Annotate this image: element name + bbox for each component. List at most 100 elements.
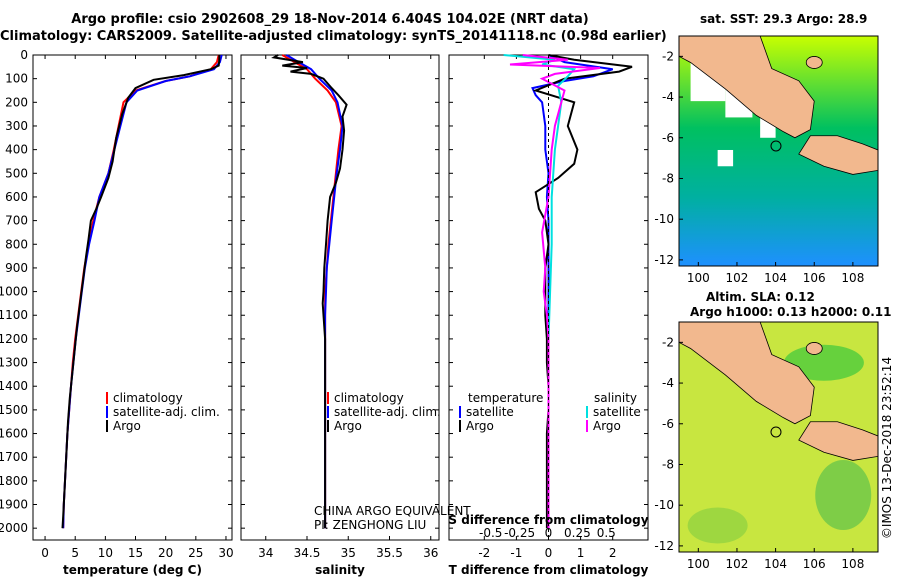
diff-s-tick-label: 0 [545,526,553,540]
sla-anomaly-patch [815,460,872,531]
temp-xtick-label: 20 [158,546,173,560]
figure-title-line2: Climatology: CARS2009. Satellite-adjuste… [0,29,667,44]
diff-xtick-label: 1 [577,546,585,560]
sst-argo-marker [770,140,782,152]
sal-xtick-label: 35.5 [376,546,403,560]
sla-xtick-label: 104 [764,557,787,571]
temp-series-2 [61,55,221,529]
sal-legend-climatology-label: climatology [334,391,404,405]
diff-xtick-label: -1 [510,546,522,560]
diff-legend-salinity-title: salinity [594,391,637,405]
temp-xtick-label: 30 [218,546,233,560]
depth-tick-label: 1600 [0,427,28,441]
sst-ytick-label: -8 [662,171,674,185]
sla-map-frame [678,321,879,553]
diff-xlabel: T difference from climatology [449,563,649,577]
sla-anomaly-patch [687,507,748,544]
sst-ytick-label: -2 [662,49,674,63]
sal-xtick-label: 35 [341,546,356,560]
depth-tick-label: 300 [5,119,28,133]
sla-map-body [679,322,878,552]
diff-series-1 [532,54,633,529]
temp-xtick-label: 10 [98,546,113,560]
credit-text: ©IMOS 13-Dec-2018 23:52:14 [880,357,894,539]
depth-tick-label: 600 [5,190,28,204]
temp-legend-argo-label: Argo [113,419,141,433]
sla-land-bangka [805,342,823,355]
diff-legend-t-argo-label: Argo [466,419,494,433]
diff-s-tick-label: -0.5 [479,526,502,540]
depth-tick-label: 100 [5,72,28,86]
diff-series-3 [509,54,601,529]
diff-s-tick-label: -0.25 [504,526,535,540]
diff-legend-t-satellite-label: satellite [466,405,514,419]
sla-ytick-label: -8 [662,457,674,471]
temp-legend-satellite-label: satellite-adj. clim. [113,405,220,419]
sla-xtick-label: 108 [841,557,864,571]
temp-xtick-label: 25 [188,546,203,560]
sal-frame [240,54,440,541]
diff-legend-temperature-title: temperature [468,391,543,405]
sla-argo-marker [770,426,782,438]
depth-tick-label: 900 [5,261,28,275]
sla-land-sumatra [679,322,815,425]
sal-xtick-label: 34 [258,546,273,560]
sla-xtick-label: 102 [726,557,749,571]
sal-legend-argo-label: Argo [334,419,362,433]
diff-s-tick-label: 0.25 [564,526,591,540]
sla-map-title-line1: Altim. SLA: 0.12 [706,290,815,304]
sla-anomaly-patch [783,344,864,381]
pi-annotation-line2: PI: ZENGHONG LIU [314,518,426,532]
sla-ytick-label: -6 [662,417,674,431]
depth-tick-label: 700 [5,214,28,228]
sla-ytick-label: -2 [662,335,674,349]
depth-tick-label: 800 [5,237,28,251]
diff-xtick-label: 0 [545,546,553,560]
temp-xtick-label: 15 [128,546,143,560]
sst-ytick-label: -6 [662,131,674,145]
depth-tick-label: 2000 [0,521,28,535]
figure-title-line1: Argo profile: csio 2902608_29 18-Nov-201… [71,12,589,27]
sst-land-bangka [805,56,823,69]
temp-frame [32,54,233,541]
sst-xtick-label: 102 [726,271,749,285]
diff-legend-s-argo-label: Argo [593,419,621,433]
depth-tick-label: 400 [5,143,28,157]
sal-legend-satellite-label: satellite-adj. clim. [334,405,441,419]
diff-legend-s-satellite-label: satellite [593,405,641,419]
sal-xtick-label: 36 [423,546,438,560]
depth-tick-label: 1800 [0,474,28,488]
depth-tick-label: 1100 [0,308,28,322]
sst-xtick-label: 108 [841,271,864,285]
sst-land-sumatra [679,36,815,139]
temp-xtick-label: 0 [41,546,49,560]
temp-legend-climatology-label: climatology [113,391,183,405]
depth-tick-label: 500 [5,166,28,180]
sla-ytick-label: -4 [662,376,674,390]
sst-ytick-label: -10 [654,212,674,226]
depth-tick-label: 1900 [0,498,28,512]
sst-xtick-label: 100 [687,271,710,285]
temp-xlabel: temperature (deg C) [63,563,202,577]
sst-cloud-gap [717,149,734,167]
depth-tick-label: 1300 [0,356,28,370]
depth-tick-label: 0 [20,48,28,62]
pi-annotation-line1: CHINA ARGO EQUIVALENT [314,504,471,518]
sst-ytick-label: -4 [662,90,674,104]
sst-map-body [679,36,878,266]
diff-s-axis-label: S difference from climatology [448,513,648,527]
sal-xtick-label: 34.5 [294,546,321,560]
sst-xtick-label: 106 [803,271,826,285]
sst-map-frame [678,35,879,267]
diff-xtick-label: -2 [478,546,490,560]
sla-ytick-label: -12 [654,539,674,553]
sst-land-java [798,135,878,175]
depth-tick-label: 1000 [0,285,28,299]
depth-tick-label: 1700 [0,450,28,464]
depth-tick-label: 1500 [0,403,28,417]
diff-xtick-label: 2 [609,546,617,560]
sal-xlabel: salinity [315,563,365,577]
depth-tick-label: 1400 [0,379,28,393]
